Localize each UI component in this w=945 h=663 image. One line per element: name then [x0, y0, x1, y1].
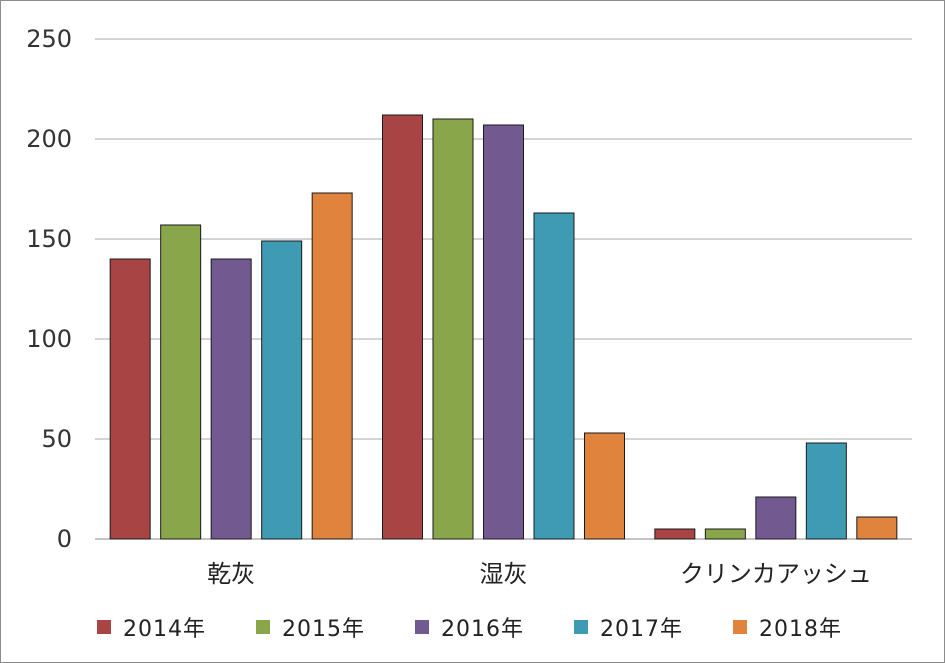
bar [856, 516, 898, 540]
bar [805, 442, 847, 540]
y-tick-label: 0 [57, 525, 72, 553]
legend-label: 2017年 [600, 617, 683, 642]
y-tick-label: 100 [26, 325, 72, 353]
legend: 2014年 2015年 2016年 2017年 2018年 [97, 617, 842, 642]
y-tick-label: 200 [26, 125, 72, 153]
x-category-label: 湿灰 [480, 560, 528, 588]
x-axis-categories: 乾灰 湿灰 クリンカアッシュ [207, 560, 872, 588]
y-tick-label: 150 [26, 225, 72, 253]
legend-swatch [733, 620, 747, 634]
legend-label: 2014年 [123, 617, 206, 642]
legend-swatch [256, 620, 270, 634]
y-tick-label: 50 [41, 425, 72, 453]
x-category-label: クリンカアッシュ [680, 560, 872, 588]
legend-label: 2016年 [441, 617, 524, 642]
bar [261, 240, 303, 540]
bar [382, 114, 423, 540]
bar [210, 258, 252, 540]
x-category-label: 乾灰 [207, 560, 255, 588]
legend-swatch [97, 620, 111, 634]
bar [704, 528, 746, 540]
bar [755, 496, 797, 540]
legend-label: 2018年 [759, 617, 842, 642]
y-axis-ticks: 0 50 100 150 200 250 [26, 25, 72, 553]
bar [533, 212, 575, 540]
bar [483, 124, 524, 540]
bar [584, 432, 625, 540]
bar [160, 224, 202, 540]
bar [109, 258, 151, 540]
y-tick-label: 250 [26, 25, 72, 53]
legend-swatch [415, 620, 429, 634]
bars [109, 114, 898, 540]
bar [654, 528, 696, 540]
bar [311, 192, 353, 540]
bar [432, 118, 474, 540]
legend-swatch [574, 620, 588, 634]
legend-label: 2015年 [282, 617, 365, 642]
